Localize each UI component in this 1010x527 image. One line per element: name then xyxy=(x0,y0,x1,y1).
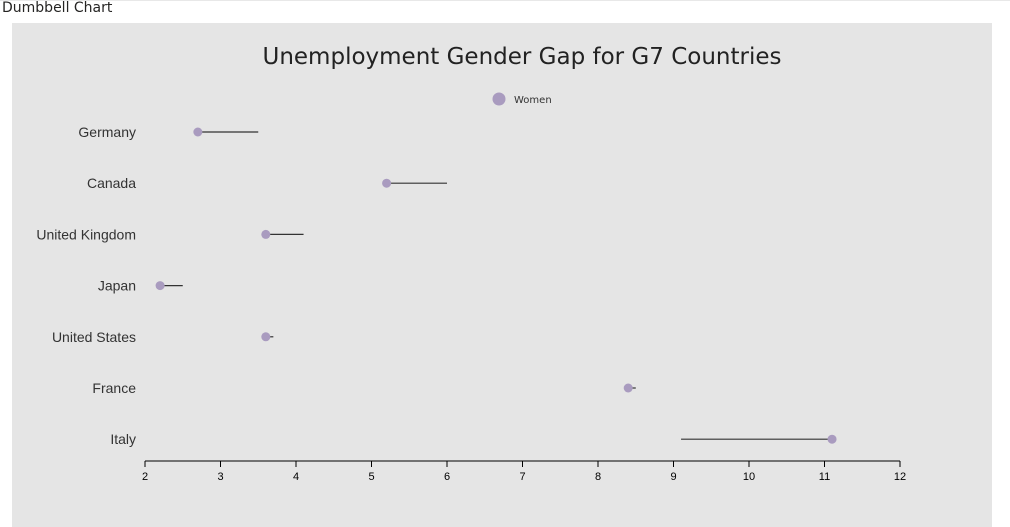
category-labels: Germany Canada United Kingdom Japan United S… xyxy=(36,124,136,447)
x-tick-label-8: 8 xyxy=(595,471,601,483)
legend-swatch-women xyxy=(492,92,506,106)
x-axis: 2 3 4 5 6 7 8 9 10 11 12 xyxy=(142,460,906,483)
visual-header-title: Dumbbell Chart xyxy=(2,0,113,16)
dot-women-france xyxy=(623,383,633,393)
legend: Women xyxy=(492,92,552,106)
women-dots xyxy=(155,127,837,444)
x-tick-label-3: 3 xyxy=(217,471,223,483)
chart-panel xyxy=(12,23,992,527)
x-tick-label-10: 10 xyxy=(743,471,755,483)
x-tick-label-5: 5 xyxy=(368,471,374,483)
dot-women-germany xyxy=(193,127,203,137)
x-tick-label-7: 7 xyxy=(519,471,525,483)
category-label-united-kingdom: United Kingdom xyxy=(36,226,136,242)
dot-women-italy xyxy=(827,434,837,444)
x-tick-label-11: 11 xyxy=(819,471,830,483)
connector-lines xyxy=(160,131,833,440)
chart-title: Unemployment Gender Gap for G7 Countries xyxy=(263,44,782,70)
legend-label-women: Women xyxy=(514,95,552,106)
category-label-italy: Italy xyxy=(110,431,136,447)
category-label-canada: Canada xyxy=(87,175,136,191)
category-label-germany: Germany xyxy=(78,124,136,140)
x-tick-label-12: 12 xyxy=(894,471,906,483)
x-tick-label-9: 9 xyxy=(670,471,676,483)
category-label-france: France xyxy=(92,380,136,396)
x-tick-label-6: 6 xyxy=(444,471,450,483)
category-label-united-states: United States xyxy=(52,329,136,345)
dot-women-canada xyxy=(382,178,392,188)
top-divider xyxy=(0,0,1010,1)
x-tick-label-2: 2 xyxy=(142,471,148,483)
category-label-japan: Japan xyxy=(98,278,136,294)
dot-women-united-states xyxy=(261,332,271,342)
x-tick-label-4: 4 xyxy=(293,471,299,483)
dot-women-united-kingdom xyxy=(261,229,271,239)
dot-women-japan xyxy=(155,281,165,291)
